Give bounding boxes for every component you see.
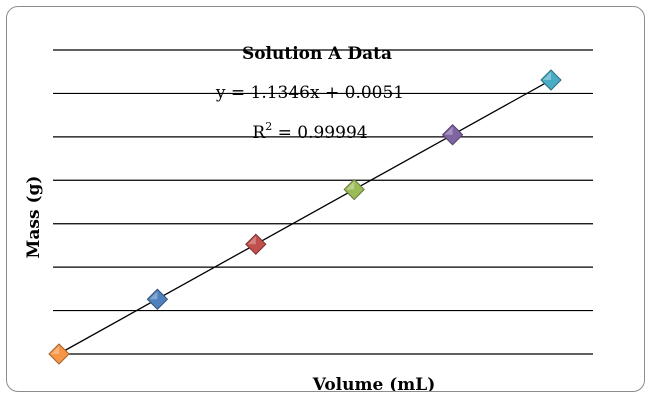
r-squared-superscript: 2 [265, 120, 272, 133]
diamond-highlight [51, 346, 59, 354]
data-point [441, 124, 464, 146]
data-point [245, 233, 267, 255]
trendline-equation: y = 1.1346x + 0.0051 [215, 83, 404, 103]
r-squared-value: = 0.99994 [272, 123, 367, 143]
chart-title: Solution A Data [242, 44, 392, 64]
diamond-marker [441, 124, 464, 146]
r-squared-prefix: R [252, 123, 266, 143]
diamond-highlight [247, 236, 256, 245]
y-axis-title: Mass (g) [24, 176, 44, 259]
data-point [146, 288, 169, 310]
x-axis-title: Volume (mL) [312, 375, 436, 392]
r-squared-label: R2 = 0.99994 [252, 120, 367, 143]
data-point [540, 69, 562, 91]
trendline [58, 79, 552, 355]
data-point [343, 178, 365, 201]
data-points [48, 69, 562, 365]
scatter-chart: Solution A Data y = 1.1346x + 0.0051 R2 … [24, 44, 593, 392]
trendline-group [58, 79, 552, 355]
diamond-highlight [149, 291, 158, 300]
diamond-highlight [346, 181, 355, 190]
diamond-highlight [543, 72, 551, 81]
gridlines [53, 49, 593, 355]
data-point [48, 343, 70, 365]
chart-area: Solution A Data y = 1.1346x + 0.0051 R2 … [6, 6, 645, 392]
